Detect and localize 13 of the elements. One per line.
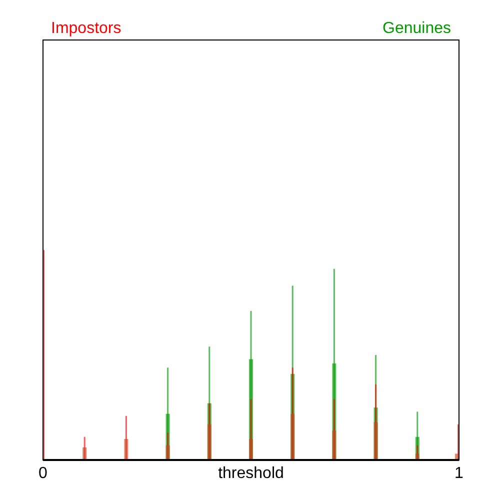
bar xyxy=(166,445,170,460)
bar xyxy=(249,439,253,460)
x-axis-title: threshold xyxy=(218,465,284,482)
x-tick-label: 0 xyxy=(38,465,48,482)
bar xyxy=(207,424,212,460)
text: Genuines xyxy=(382,20,451,37)
bar xyxy=(124,439,128,460)
text: Impostors xyxy=(51,20,122,37)
x-tick-label: 1 xyxy=(454,465,464,482)
bar xyxy=(82,447,87,460)
bar xyxy=(332,430,336,460)
bar xyxy=(290,414,295,460)
bar xyxy=(374,422,378,460)
